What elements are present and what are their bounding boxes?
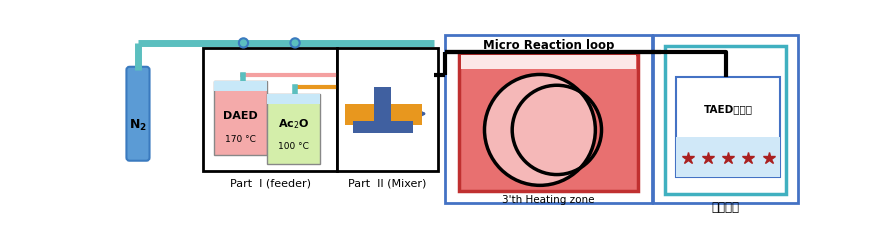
- Circle shape: [484, 75, 595, 185]
- FancyBboxPatch shape: [126, 67, 149, 161]
- Text: 170 °C: 170 °C: [224, 135, 256, 144]
- FancyBboxPatch shape: [266, 94, 320, 164]
- FancyBboxPatch shape: [202, 48, 337, 172]
- Text: DAED: DAED: [223, 111, 257, 121]
- Circle shape: [239, 38, 248, 47]
- FancyBboxPatch shape: [460, 55, 636, 69]
- FancyBboxPatch shape: [214, 81, 266, 155]
- FancyBboxPatch shape: [676, 77, 780, 177]
- Text: 100 °C: 100 °C: [278, 142, 308, 151]
- FancyBboxPatch shape: [345, 104, 422, 125]
- FancyBboxPatch shape: [459, 54, 637, 191]
- Text: $\mathbf{N_2}$: $\mathbf{N_2}$: [129, 118, 147, 133]
- Text: Ac$_2$O: Ac$_2$O: [277, 117, 309, 131]
- FancyBboxPatch shape: [664, 46, 786, 194]
- Text: Part  I (feeder): Part I (feeder): [229, 178, 310, 188]
- FancyBboxPatch shape: [214, 81, 266, 91]
- Circle shape: [291, 38, 299, 47]
- Text: Micro Reaction loop: Micro Reaction loop: [482, 39, 613, 53]
- FancyBboxPatch shape: [337, 48, 437, 172]
- Text: 결정회수: 결정회수: [711, 201, 738, 214]
- FancyBboxPatch shape: [653, 35, 797, 203]
- FancyBboxPatch shape: [352, 121, 412, 133]
- FancyBboxPatch shape: [444, 35, 651, 203]
- Text: 3'th Heating zone: 3'th Heating zone: [502, 195, 594, 205]
- FancyBboxPatch shape: [374, 87, 391, 129]
- Text: Part  II (Mixer): Part II (Mixer): [348, 178, 426, 188]
- FancyBboxPatch shape: [266, 94, 320, 104]
- Text: TAED결정화: TAED결정화: [703, 104, 752, 114]
- FancyBboxPatch shape: [676, 137, 780, 177]
